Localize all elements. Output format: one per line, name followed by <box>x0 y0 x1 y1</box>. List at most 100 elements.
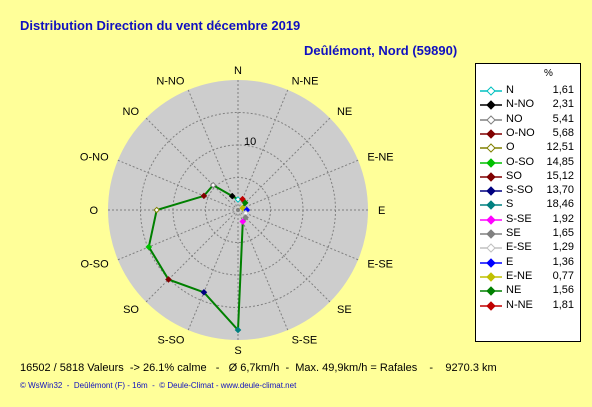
series-points <box>145 181 251 334</box>
legend-item-value: 1,36 <box>552 255 574 268</box>
legend-item-label: N-NE <box>506 298 533 311</box>
legend-item: E 1,36 <box>476 256 580 270</box>
legend-item: E-NE 0,77 <box>476 270 580 284</box>
legend-item-label: E <box>506 255 514 268</box>
legend-item-label: NO <box>506 112 523 125</box>
ring-value-label: 10 <box>244 136 256 148</box>
legend-marker-icon <box>480 243 502 254</box>
direction-label: N-NO <box>156 76 185 88</box>
grid-spoke <box>237 159 359 211</box>
data-point <box>239 218 247 225</box>
legend-item-label: N <box>506 84 514 96</box>
data-point <box>209 181 217 189</box>
data-point <box>228 192 236 200</box>
legend-item-label: E-NE <box>506 269 533 282</box>
grid-spoke <box>237 209 331 303</box>
legend-item: O-SO 14,85 <box>476 156 580 170</box>
legend-marker-icon <box>480 186 502 196</box>
legend-marker-icon <box>480 257 502 268</box>
direction-label: S-SE <box>292 334 318 346</box>
grid-spoke <box>187 209 239 331</box>
grid-spoke <box>237 209 359 261</box>
legend-unit: % <box>544 68 553 79</box>
data-point <box>200 288 208 296</box>
legend-item: SE 1,65 <box>476 227 580 241</box>
grid-spoke <box>237 117 331 211</box>
grid-spoke <box>187 89 239 211</box>
legend-marker-icon <box>480 214 502 225</box>
legend-item: S-SE 1,92 <box>476 213 580 227</box>
legend-item-label: S-SE <box>506 212 532 225</box>
legend-marker-icon <box>480 143 502 153</box>
legend-item-value: 18,46 <box>546 198 574 211</box>
data-point <box>145 243 153 251</box>
grid-spoke <box>237 89 289 211</box>
data-point <box>239 195 246 203</box>
legend-item-value: 0,77 <box>552 269 574 282</box>
legend-item-label: SO <box>506 169 522 182</box>
legend-item-value: 2,31 <box>552 98 574 111</box>
legend-item-label: N-NO <box>506 98 535 111</box>
legend-marker-icon <box>480 100 502 111</box>
radar-grid <box>108 80 368 340</box>
grid-spoke <box>145 209 239 303</box>
legend-item-label: S-SO <box>506 184 533 197</box>
direction-label: O-NO <box>80 151 109 163</box>
legend-item-value: 5,41 <box>552 112 574 125</box>
grid-spoke <box>117 209 239 261</box>
direction-label: S <box>234 345 241 357</box>
data-point <box>200 192 208 200</box>
legend-item-label: O-NO <box>506 126 535 139</box>
direction-label: NE <box>337 106 352 118</box>
legend-item-label: SE <box>506 227 521 239</box>
legend-item-label: E-SE <box>506 241 532 254</box>
legend-item: E-SE 1,29 <box>476 241 580 255</box>
grid-spoke <box>145 117 239 211</box>
grid-spoke <box>117 159 239 211</box>
legend-marker-icon <box>480 172 502 182</box>
legend-item: S-SO 13,70 <box>476 184 580 198</box>
direction-label: N-NE <box>292 76 319 88</box>
legend-marker-icon <box>480 272 502 282</box>
direction-label: E-NE <box>367 151 393 163</box>
direction-label: SO <box>123 304 139 316</box>
legend-marker-icon <box>480 129 502 139</box>
data-point <box>234 326 242 334</box>
legend-item: N 1,61 <box>476 84 580 98</box>
legend-item: NE 1,56 <box>476 284 580 298</box>
legend-item: S 18,46 <box>476 198 580 212</box>
legend-marker-icon <box>480 114 502 125</box>
legend-item-value: 13,70 <box>546 184 574 197</box>
legend-marker-icon <box>480 229 502 239</box>
legend-item-label: NE <box>506 284 522 297</box>
legend-item-label: S <box>506 198 514 211</box>
direction-label: S-SO <box>158 334 185 346</box>
footer-credits: © WsWin32 - Deûlémont (F) - 16m - © Deul… <box>20 381 297 390</box>
legend-item-value: 1,92 <box>552 212 574 225</box>
legend-item-value: 1,29 <box>552 241 574 254</box>
data-point <box>165 276 172 283</box>
legend-item-value: 1,61 <box>552 84 574 96</box>
legend-marker-icon <box>480 86 502 96</box>
direction-label: O-SO <box>81 259 110 271</box>
chart-title: Distribution Direction du vent décembre … <box>20 18 301 33</box>
legend-marker-icon <box>480 286 502 296</box>
grid-spoke <box>237 209 289 331</box>
legend-item-value: 15,12 <box>546 169 574 182</box>
location-subtitle: Deûlémont, Nord (59890) <box>304 43 458 58</box>
legend-item: SO 15,12 <box>476 170 580 184</box>
direction-label: O <box>89 205 98 217</box>
direction-label: N <box>234 65 242 77</box>
data-point <box>241 199 249 207</box>
data-point <box>153 206 160 214</box>
direction-label: SE <box>337 304 352 316</box>
data-point <box>242 214 249 221</box>
stats-line: 16502 / 5818 Valeurs -> 26.1% calme - Ø … <box>20 362 497 374</box>
legend-item-value: 12,51 <box>546 141 574 154</box>
legend-item: NO 5,41 <box>476 113 580 127</box>
legend-item-label: O-SO <box>506 155 535 168</box>
legend-item-value: 14,85 <box>546 155 574 168</box>
legend: % N 1,61 N-NO 2,31 NO 5,41 O-NO 5,68 O 12,51 O-SO 1… <box>475 63 581 342</box>
legend-marker-icon <box>480 200 502 211</box>
